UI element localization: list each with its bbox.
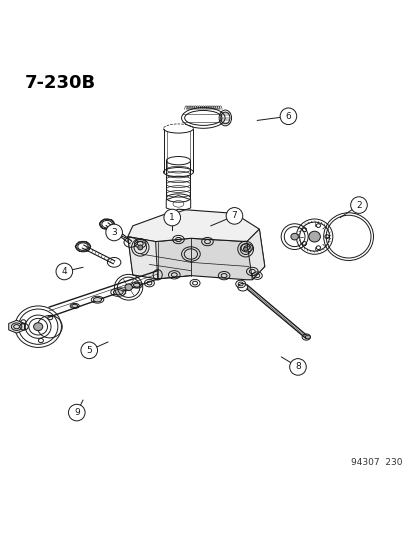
Text: 9: 9 <box>74 408 80 417</box>
Circle shape <box>290 359 306 375</box>
Text: 7: 7 <box>232 212 237 220</box>
Circle shape <box>164 209 181 226</box>
Ellipse shape <box>34 323 43 330</box>
Ellipse shape <box>134 283 140 287</box>
Ellipse shape <box>291 233 298 240</box>
Circle shape <box>351 197 367 213</box>
Polygon shape <box>128 209 259 241</box>
Polygon shape <box>128 237 158 279</box>
Ellipse shape <box>113 289 123 295</box>
Text: 4: 4 <box>61 267 67 276</box>
Ellipse shape <box>138 245 143 250</box>
Circle shape <box>280 108 297 125</box>
Ellipse shape <box>309 231 320 242</box>
Text: 2: 2 <box>356 200 362 209</box>
Ellipse shape <box>125 284 132 290</box>
Polygon shape <box>128 229 265 280</box>
Text: 1: 1 <box>169 213 175 222</box>
Circle shape <box>68 404 85 421</box>
Text: 7-230B: 7-230B <box>25 74 96 92</box>
Circle shape <box>56 263 73 280</box>
Ellipse shape <box>72 304 78 308</box>
Ellipse shape <box>244 247 248 251</box>
Ellipse shape <box>93 297 102 302</box>
Text: 94307  230: 94307 230 <box>351 457 403 466</box>
Text: 8: 8 <box>295 362 301 372</box>
Ellipse shape <box>305 335 310 339</box>
Text: 3: 3 <box>111 228 117 237</box>
Text: 6: 6 <box>286 112 291 121</box>
Circle shape <box>226 207 243 224</box>
Text: 5: 5 <box>86 346 92 355</box>
Polygon shape <box>9 320 24 333</box>
Circle shape <box>81 342 98 359</box>
Polygon shape <box>247 229 265 280</box>
Circle shape <box>106 224 122 241</box>
